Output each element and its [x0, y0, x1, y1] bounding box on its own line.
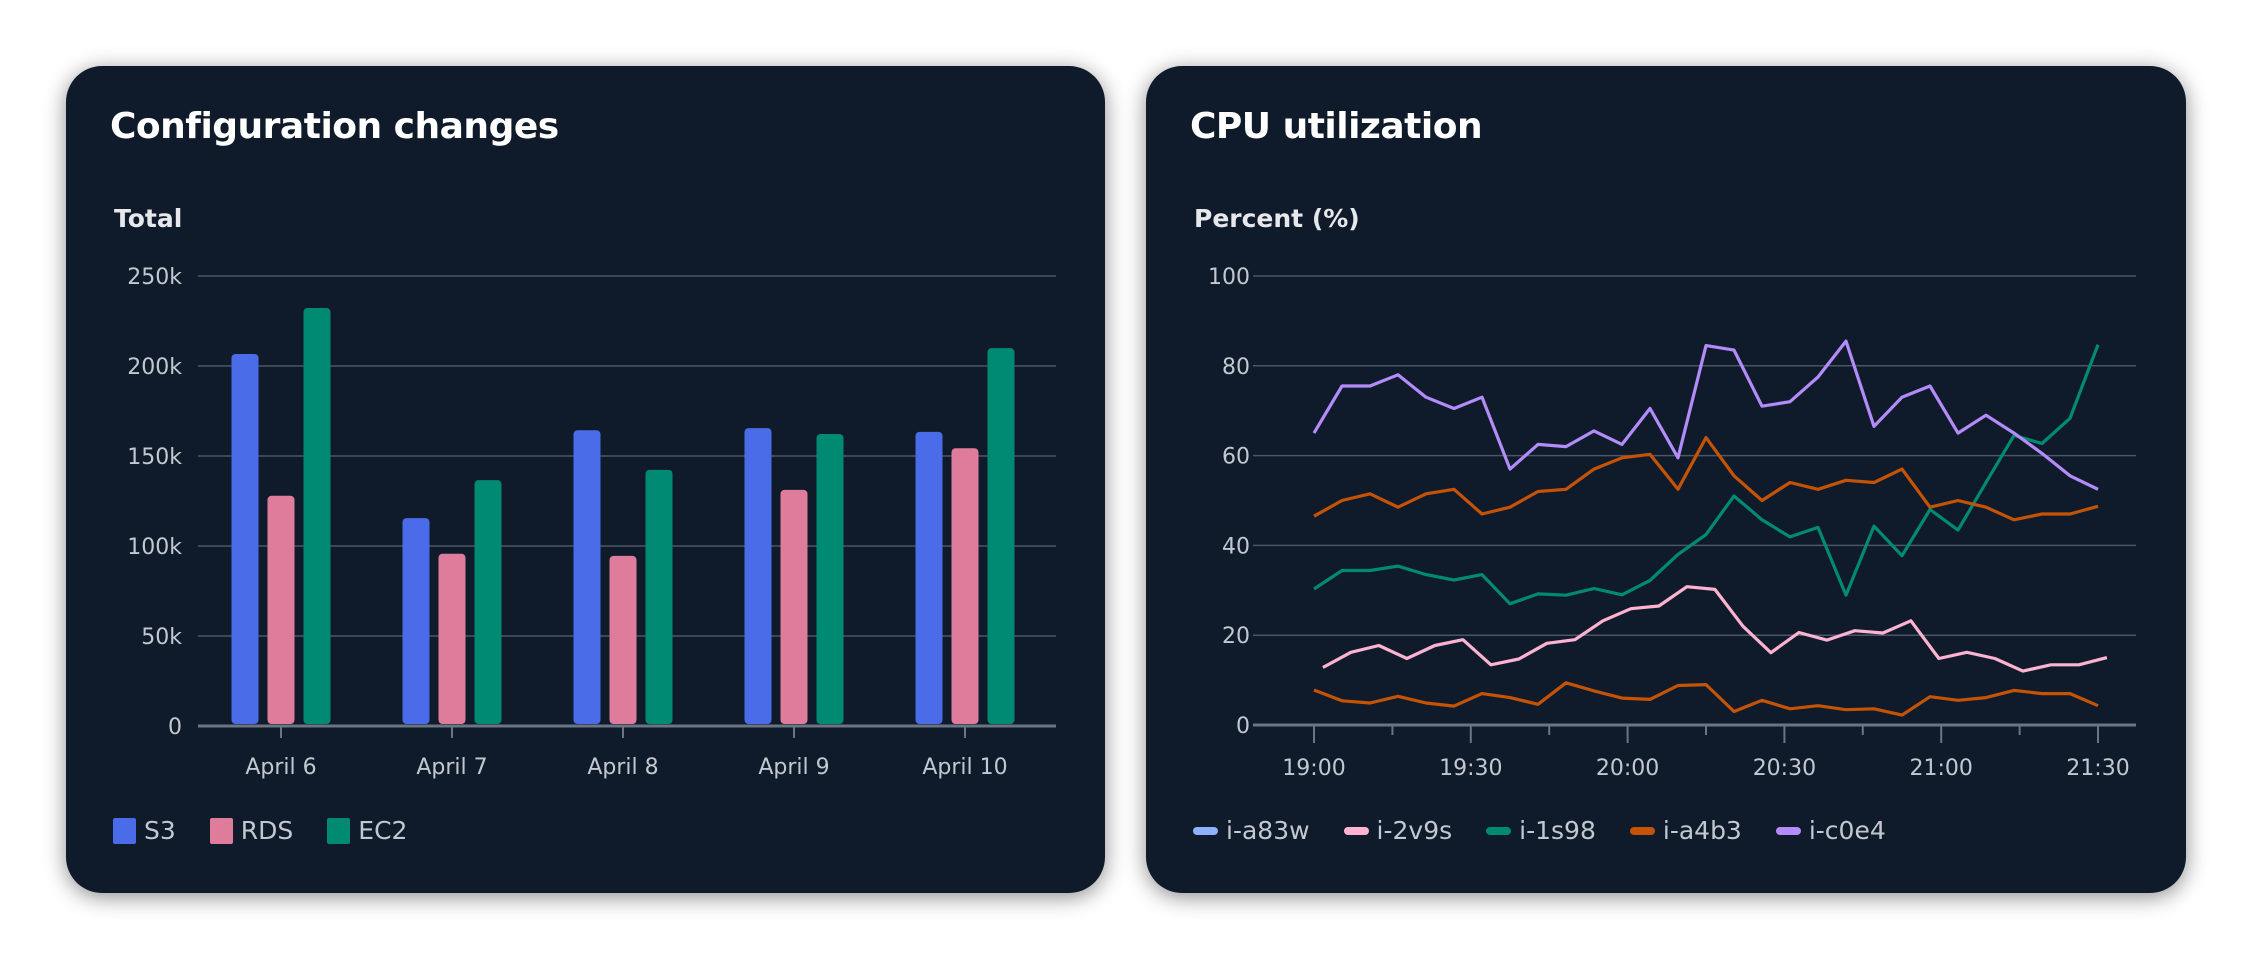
- x-tick-label: April 10: [922, 755, 1007, 780]
- y-tick-label: 50k: [141, 625, 182, 650]
- y-tick-label: 0: [168, 715, 182, 740]
- legend-label: RDS: [240, 816, 294, 845]
- card-title: CPU utilization: [1190, 106, 1483, 147]
- y-tick-label: 60: [1222, 445, 1250, 470]
- y-axis-title: Total: [114, 204, 183, 233]
- y-tick-label: 40: [1222, 534, 1250, 559]
- line-series-i-a4b3: [1313, 436, 2099, 522]
- legend-label: i-1s98: [1519, 816, 1596, 845]
- bar-s3-april-9: [744, 428, 772, 724]
- legend-swatch: [1193, 826, 1218, 835]
- legend-label: i-2v9s: [1376, 816, 1453, 845]
- bar-ec2-april-8: [645, 469, 673, 724]
- bar-rds-april-9: [780, 489, 808, 724]
- legend-item-i-c0e4[interactable]: i-c0e4: [1775, 816, 1886, 845]
- legend-label: S3: [144, 816, 176, 845]
- y-axis-title: Percent (%): [1194, 204, 1360, 233]
- legend-item-i-a83w[interactable]: i-a83w: [1193, 816, 1310, 845]
- bar-s3-april-6: [231, 353, 259, 724]
- bar-ec2-april-9: [816, 434, 844, 724]
- y-tick-label: 200k: [127, 355, 182, 380]
- bar-ec2-april-6: [303, 308, 331, 724]
- y-tick-label: 100k: [127, 535, 182, 560]
- legend-label: i-a83w: [1226, 816, 1310, 845]
- bar-rds-april-7: [438, 553, 466, 724]
- bar-ec2-april-10: [987, 348, 1015, 724]
- x-tick-label: April 9: [758, 755, 829, 780]
- cpu-utilization-card: CPU utilization Percent (%) 0 20 40 60 80 100…: [1146, 66, 2186, 893]
- legend-swatch: [209, 817, 233, 844]
- y-tick-label: 80: [1222, 355, 1250, 380]
- x-tick-label: April 7: [416, 755, 487, 780]
- legend-swatch: [1629, 826, 1655, 835]
- legend-item-rds[interactable]: RDS: [209, 816, 294, 845]
- legend-label: i-a4b3: [1662, 816, 1742, 845]
- configuration-changes-card: Configuration changes Total 0 50k 100k 150k…: [66, 66, 1105, 893]
- bar-rds-april-10: [951, 448, 979, 724]
- legend-item-i-a4b3[interactable]: i-a4b3: [1629, 816, 1742, 845]
- line-series-i-c0e4: [1312, 339, 2099, 491]
- legend-label: i-c0e4: [1808, 816, 1886, 845]
- legend-swatch: [327, 817, 351, 844]
- legend: S3 RDS EC2: [113, 816, 407, 845]
- bar-s3-april-8: [573, 430, 601, 724]
- line-chart: 0 20 40 60 80 100 19:00 19:30 20:00 20:30 21:00 21:…: [1208, 265, 2136, 781]
- legend-item-s3[interactable]: S3: [113, 816, 176, 845]
- legend-swatch: [1343, 826, 1369, 835]
- x-tick-label: 19:00: [1282, 756, 1345, 781]
- y-tick-label: 250k: [127, 265, 182, 290]
- legend-label: EC2: [358, 816, 408, 845]
- y-tick-label: 0: [1236, 714, 1250, 739]
- y-tick-label: 20: [1222, 624, 1250, 649]
- bar-chart: 0 50k 100k 150k 200k 250k April 6 April 7 April …: [127, 265, 1056, 780]
- bar-s3-april-10: [915, 431, 943, 724]
- x-tick-label: 21:00: [1909, 756, 1972, 781]
- y-tick-label: 150k: [127, 445, 182, 470]
- line-series-i-a83w: [1313, 681, 2099, 717]
- x-tick-label: 20:30: [1753, 756, 1816, 781]
- x-tick-label: 20:00: [1596, 756, 1659, 781]
- legend-swatch: [1775, 826, 1801, 835]
- x-tick-label: April 8: [587, 755, 658, 780]
- x-tick-label: 21:30: [2066, 756, 2129, 781]
- legend-swatch: [1486, 826, 1512, 835]
- legend-item-i-1s98[interactable]: i-1s98: [1486, 816, 1596, 845]
- legend: i-a83w i-2v9s i-1s98 i-a4b3 i-c0e4: [1193, 816, 1886, 845]
- bar-ec2-april-7: [474, 480, 502, 724]
- bar-s3-april-7: [402, 518, 430, 724]
- legend-swatch: [113, 817, 136, 844]
- x-tick-label: April 6: [245, 755, 316, 780]
- y-tick-label: 100: [1208, 265, 1250, 290]
- line-series-i-2v9s: [1322, 585, 2108, 673]
- legend-item-i-2v9s[interactable]: i-2v9s: [1343, 816, 1453, 845]
- x-tick-label: 19:30: [1439, 756, 1502, 781]
- legend-item-ec2[interactable]: EC2: [327, 816, 407, 845]
- line-series-i-1s98: [1313, 344, 2100, 606]
- bar-rds-april-6: [267, 495, 295, 724]
- card-title: Configuration changes: [110, 106, 559, 147]
- bar-rds-april-8: [609, 555, 637, 724]
